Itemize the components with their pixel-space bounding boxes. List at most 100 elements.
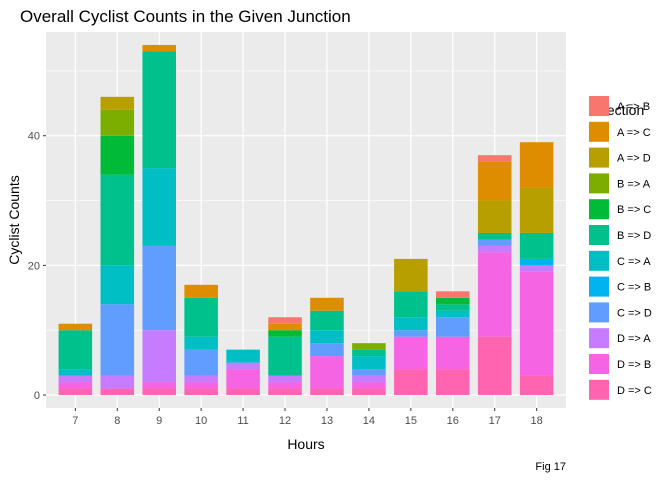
bar-segment <box>226 388 260 396</box>
x-tick-label: 16 <box>447 415 459 427</box>
bar-segment <box>519 375 554 396</box>
bar-stacks <box>58 44 554 396</box>
legend-swatch <box>589 250 609 271</box>
bar-segment <box>477 245 512 253</box>
bar-segment <box>268 323 302 331</box>
bar-segment <box>100 174 135 266</box>
x-tick-label: 18 <box>531 415 543 427</box>
bar-segment <box>58 382 93 389</box>
bar-segment <box>519 142 554 188</box>
y-tick-label: 0 <box>34 390 40 402</box>
bar-segment <box>436 310 470 318</box>
bar-segment <box>394 291 428 318</box>
bar-segment <box>477 161 512 201</box>
y-axis-title: Cyclist Counts <box>6 175 22 264</box>
bar-segment <box>519 271 554 376</box>
y-tick-label: 40 <box>28 131 40 143</box>
legend-swatch <box>589 354 609 374</box>
bar-segment <box>100 265 135 305</box>
bar-segment <box>184 349 218 376</box>
legend-label: A => C <box>617 127 651 139</box>
bar-segment <box>142 382 176 389</box>
bar-segment <box>226 349 260 363</box>
bar-segment <box>184 336 218 350</box>
bar-segment <box>310 356 344 389</box>
legend-label: D => C <box>617 385 652 397</box>
figure-caption: Fig 17 <box>535 461 566 473</box>
x-axis-title: Hours <box>287 436 324 452</box>
bar-segment <box>436 297 470 305</box>
x-tick-label: 13 <box>321 415 333 427</box>
bar-segment <box>100 96 135 110</box>
legend-swatch <box>589 173 609 194</box>
legend-label: D => B <box>617 359 651 371</box>
bar-segment <box>142 330 176 383</box>
bar-segment <box>268 330 302 337</box>
bar-segment <box>268 382 302 389</box>
bar-segment <box>352 369 386 376</box>
bar-segment <box>142 245 176 331</box>
x-tick-label: 12 <box>279 415 291 427</box>
bar-segment <box>268 375 302 383</box>
legend-label: B => C <box>617 204 651 216</box>
bar-segment <box>58 323 93 331</box>
bar-segment <box>310 330 344 344</box>
bar-segment <box>352 343 386 350</box>
x-tick-label: 14 <box>363 415 375 427</box>
x-axis-ticks: 7 8 9 10 11 12 13 14 15 16 17 18 <box>72 408 543 427</box>
bar-segment <box>394 317 428 331</box>
legend-swatch <box>589 199 609 220</box>
bar-segment <box>394 369 428 396</box>
bar-segment <box>394 258 428 292</box>
bar-segment <box>142 168 176 246</box>
bar-segment <box>477 232 512 240</box>
bar-segment <box>226 362 260 370</box>
bar-segment <box>436 291 470 298</box>
bar-segment <box>184 284 218 298</box>
bar-segment <box>310 310 344 331</box>
bar-segment <box>100 135 135 175</box>
bar-segment <box>394 336 428 370</box>
legend-label: B => A <box>617 178 651 190</box>
bar-segment <box>268 336 302 376</box>
legend-label: B => D <box>617 230 651 242</box>
bar-segment <box>310 343 344 357</box>
legend-label: D => A <box>617 333 651 345</box>
x-tick-label: 7 <box>72 415 78 427</box>
bar-segment <box>268 317 302 324</box>
bar-segment <box>352 349 386 357</box>
bar-segment <box>184 375 218 383</box>
legend-swatch <box>589 225 609 245</box>
bar-segment <box>100 375 135 389</box>
bar-segment <box>477 252 512 337</box>
bar-segment <box>477 155 512 162</box>
legend-label: C => A <box>617 256 651 268</box>
bar-segment <box>142 44 176 52</box>
chart-title: Overall Cyclist Counts in the Given Junc… <box>20 7 351 26</box>
bar-segment <box>352 356 386 370</box>
bar-segment <box>184 388 218 396</box>
bar-segment <box>519 187 554 233</box>
bar-segment <box>100 304 135 376</box>
bar-segment <box>58 330 93 370</box>
bar-segment <box>519 265 554 272</box>
bar-segment <box>58 375 93 383</box>
bar-segment <box>184 382 218 389</box>
bar-segment <box>519 258 554 266</box>
bar-segment <box>100 388 135 396</box>
bar-segment <box>436 317 470 337</box>
legend-swatch <box>589 328 609 349</box>
x-tick-label: 8 <box>114 415 120 427</box>
bar-segment <box>310 297 344 311</box>
legend-swatch <box>589 121 609 142</box>
bar-segment <box>436 304 470 311</box>
bar-segment <box>184 297 218 337</box>
x-tick-label: 10 <box>195 415 207 427</box>
x-tick-label: 17 <box>489 415 501 427</box>
legend-swatch <box>589 276 609 297</box>
bar-segment <box>477 200 512 233</box>
bar-segment <box>142 388 176 396</box>
x-tick-label: 9 <box>156 415 162 427</box>
bar-segment <box>352 382 386 389</box>
